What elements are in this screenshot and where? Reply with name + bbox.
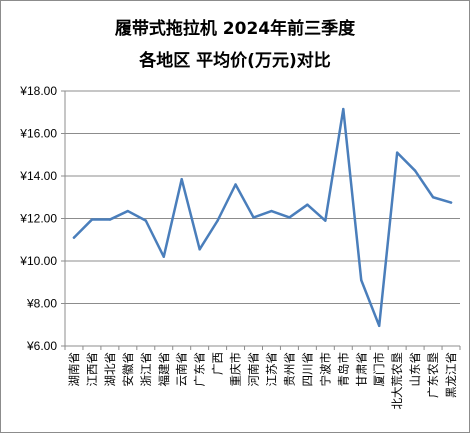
data-point (144, 219, 147, 222)
x-tick-label: 贵州省 (282, 352, 296, 387)
data-point (90, 218, 94, 221)
data-point (216, 219, 219, 222)
data-point (378, 324, 381, 328)
x-tick-label: 江苏省 (264, 352, 278, 387)
data-point (395, 151, 399, 154)
y-tick-label: ¥10.00 (19, 254, 57, 268)
x-tick-label: 宁波市 (318, 352, 332, 387)
x-tick-label: 江西省 (85, 352, 99, 387)
x-tick-label: 广东省 (193, 352, 207, 387)
x-tick-label: 厦门市 (372, 352, 386, 387)
x-tick-label: 广西 (211, 352, 225, 375)
x-tick-label: 广东农垦 (426, 352, 440, 398)
y-tick-label: ¥12.00 (19, 212, 57, 226)
chart-title: 履带式拖拉机 2024年前三季度 (114, 19, 356, 39)
data-point (72, 236, 76, 239)
data-point (270, 209, 273, 213)
x-tick-label: 四川省 (300, 352, 314, 387)
x-tick-label: 安徽省 (121, 352, 135, 387)
data-point (162, 255, 165, 258)
data-point (306, 203, 309, 206)
x-tick-label: 重庆市 (229, 352, 243, 387)
chart-subtitle: 各地区 平均价(万元)对比 (139, 51, 331, 71)
y-tick-label: ¥6.00 (26, 339, 57, 353)
data-point (180, 177, 183, 181)
x-tick-label: 北大荒农垦 (390, 352, 404, 410)
data-point (360, 278, 363, 282)
data-point (108, 218, 112, 221)
x-tick-label: 浙江省 (139, 352, 153, 387)
x-tick-label: 湖北省 (103, 352, 117, 387)
data-point (413, 169, 417, 172)
series-line (72, 107, 453, 328)
y-tick-label: ¥8.00 (26, 297, 57, 311)
x-tick-label: 青岛市 (336, 352, 350, 387)
data-point (324, 219, 327, 222)
data-point (252, 216, 255, 219)
data-point (342, 107, 345, 111)
data-point (126, 209, 130, 213)
y-tick-label: ¥18.00 (19, 84, 57, 98)
x-tick-label: 河南省 (247, 352, 261, 387)
data-point (288, 216, 291, 219)
x-tick-label: 山东省 (408, 352, 422, 387)
data-point (431, 196, 435, 199)
data-point (234, 183, 237, 186)
x-tick-label: 湖南省 (67, 352, 81, 387)
data-point (449, 201, 453, 204)
x-tick-label: 甘肃省 (354, 352, 368, 387)
data-point (198, 248, 201, 251)
y-tick-label: ¥14.00 (19, 169, 57, 183)
x-tick-label: 福建省 (157, 352, 171, 387)
y-tick-label: ¥16.00 (19, 127, 57, 141)
x-tick-label: 云南省 (175, 352, 189, 387)
x-tick-label: 黑龙江省 (444, 352, 458, 398)
